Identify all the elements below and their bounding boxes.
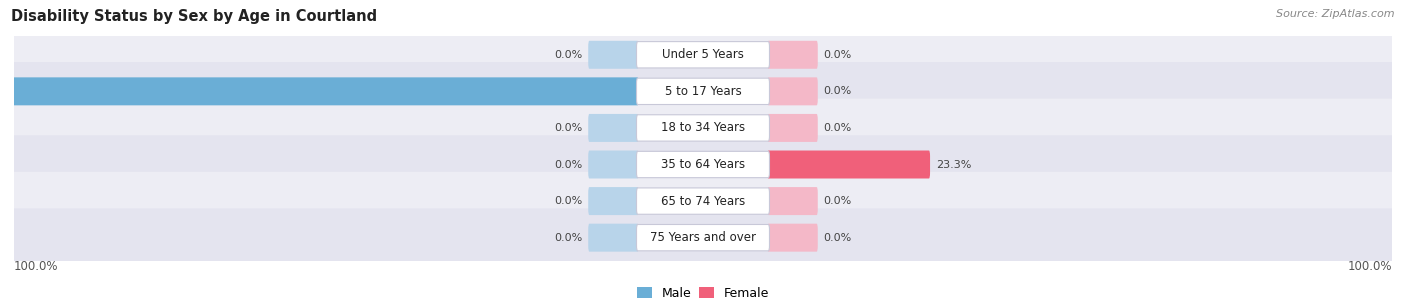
Text: 0.0%: 0.0% — [554, 160, 582, 170]
Text: 0.0%: 0.0% — [554, 196, 582, 206]
FancyBboxPatch shape — [768, 114, 818, 142]
Text: 5 to 17 Years: 5 to 17 Years — [665, 85, 741, 98]
FancyBboxPatch shape — [588, 150, 638, 178]
FancyBboxPatch shape — [768, 187, 818, 215]
FancyBboxPatch shape — [588, 114, 638, 142]
Text: 35 to 64 Years: 35 to 64 Years — [661, 158, 745, 171]
Text: 100.0%: 100.0% — [1347, 260, 1392, 273]
Text: 75 Years and over: 75 Years and over — [650, 231, 756, 244]
FancyBboxPatch shape — [13, 62, 1393, 121]
Text: Source: ZipAtlas.com: Source: ZipAtlas.com — [1277, 9, 1395, 19]
Text: 0.0%: 0.0% — [554, 123, 582, 133]
FancyBboxPatch shape — [637, 42, 769, 68]
Text: 0.0%: 0.0% — [554, 50, 582, 60]
Text: 0.0%: 0.0% — [824, 233, 852, 243]
Text: 100.0%: 100.0% — [14, 260, 59, 273]
FancyBboxPatch shape — [13, 172, 1393, 230]
FancyBboxPatch shape — [13, 99, 1393, 157]
Text: Disability Status by Sex by Age in Courtland: Disability Status by Sex by Age in Court… — [11, 9, 377, 24]
Text: 0.0%: 0.0% — [824, 123, 852, 133]
Text: Under 5 Years: Under 5 Years — [662, 48, 744, 61]
Text: 65 to 74 Years: 65 to 74 Years — [661, 195, 745, 208]
FancyBboxPatch shape — [768, 41, 818, 69]
FancyBboxPatch shape — [768, 224, 818, 252]
FancyBboxPatch shape — [13, 135, 1393, 194]
Text: 0.0%: 0.0% — [554, 233, 582, 243]
FancyBboxPatch shape — [637, 151, 769, 178]
FancyBboxPatch shape — [768, 150, 929, 178]
FancyBboxPatch shape — [588, 224, 638, 252]
Text: 0.0%: 0.0% — [824, 86, 852, 96]
FancyBboxPatch shape — [637, 78, 769, 105]
Text: 23.3%: 23.3% — [936, 160, 972, 170]
FancyBboxPatch shape — [768, 77, 818, 105]
FancyBboxPatch shape — [637, 188, 769, 214]
FancyBboxPatch shape — [588, 41, 638, 69]
Legend: Male, Female: Male, Female — [631, 282, 775, 304]
FancyBboxPatch shape — [588, 187, 638, 215]
FancyBboxPatch shape — [0, 77, 638, 105]
Text: 0.0%: 0.0% — [824, 196, 852, 206]
FancyBboxPatch shape — [13, 209, 1393, 267]
FancyBboxPatch shape — [13, 26, 1393, 84]
FancyBboxPatch shape — [637, 224, 769, 251]
FancyBboxPatch shape — [637, 115, 769, 141]
Text: 18 to 34 Years: 18 to 34 Years — [661, 121, 745, 134]
Text: 0.0%: 0.0% — [824, 50, 852, 60]
